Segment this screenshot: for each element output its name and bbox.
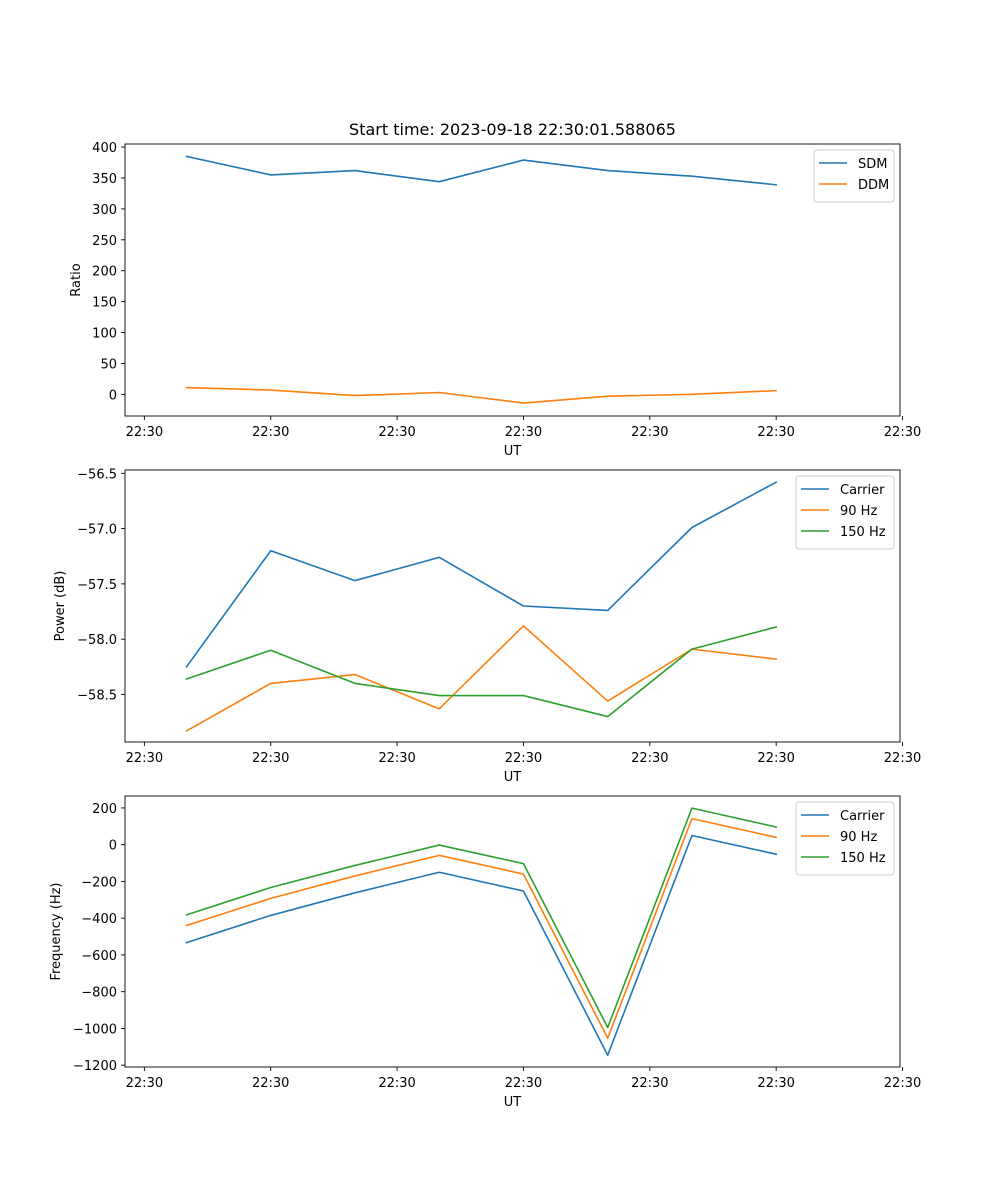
series-line-150-hz bbox=[185, 626, 778, 718]
y-tick-label: −57.5 bbox=[77, 578, 117, 593]
series-line-150-hz bbox=[185, 807, 778, 1029]
y-tick-label: −56.5 bbox=[77, 467, 117, 482]
y-tick-label: 200 bbox=[92, 802, 117, 817]
y-tick-label: 350 bbox=[92, 172, 117, 187]
x-tick-label: 22:30 bbox=[252, 1076, 289, 1091]
x-tick-label: 22:30 bbox=[126, 425, 163, 440]
series-line-carrier bbox=[185, 834, 778, 1057]
y-tick-label: 200 bbox=[92, 265, 117, 280]
x-tick-label: 22:30 bbox=[378, 751, 415, 766]
y-tick-label: −400 bbox=[81, 912, 117, 927]
series-line-ddm bbox=[185, 386, 778, 404]
legend-label: Carrier bbox=[840, 483, 885, 498]
y-tick-label: 150 bbox=[92, 296, 117, 311]
y-tick-label: −800 bbox=[81, 986, 117, 1001]
x-tick-label: 22:30 bbox=[505, 425, 542, 440]
legend: Carrier 90 Hz 150 Hz bbox=[795, 801, 895, 876]
x-axis-label: UT bbox=[504, 444, 522, 459]
chart-panel-2: 22:30 22:30 22:30 22:30 22:30 22:30 22:30 −58.5… bbox=[53, 467, 921, 785]
y-axis-label: Power (dB) bbox=[53, 571, 68, 642]
y-tick-label: 50 bbox=[100, 357, 117, 372]
axes-frame bbox=[124, 795, 901, 1068]
x-tick-label: 22:30 bbox=[631, 751, 668, 766]
x-tick-label: 22:30 bbox=[252, 751, 289, 766]
axes-frame bbox=[124, 469, 901, 743]
axes-frame bbox=[124, 143, 901, 417]
x-axis-label: UT bbox=[504, 770, 522, 785]
y-tick-label: −58.5 bbox=[77, 688, 117, 703]
y-tick-label: 0 bbox=[109, 839, 117, 854]
y-tick-label: 300 bbox=[92, 203, 117, 218]
chart-panel-1: Start time: 2023-09-18 22:30:01.588065 22… bbox=[69, 120, 921, 459]
x-tick-label: 22:30 bbox=[378, 1076, 415, 1091]
x-tick-label: 22:30 bbox=[757, 751, 794, 766]
x-tick-label: 22:30 bbox=[126, 751, 163, 766]
x-tick-label: 22:30 bbox=[884, 751, 921, 766]
x-tick-label: 22:30 bbox=[252, 425, 289, 440]
y-tick-label: −600 bbox=[81, 949, 117, 964]
x-tick-label: 22:30 bbox=[757, 425, 794, 440]
x-tick-label: 22:30 bbox=[505, 751, 542, 766]
legend-label: 150 Hz bbox=[840, 851, 886, 866]
y-tick-label: 0 bbox=[109, 388, 117, 403]
legend-label: 150 Hz bbox=[840, 525, 886, 540]
legend-label: DDM bbox=[858, 178, 889, 193]
series-line-90-hz bbox=[185, 817, 778, 1039]
x-tick-label: 22:30 bbox=[631, 1076, 668, 1091]
series-line-90-hz bbox=[185, 625, 778, 733]
chart-title: Start time: 2023-09-18 22:30:01.588065 bbox=[349, 120, 676, 139]
x-axis-label: UT bbox=[504, 1095, 522, 1110]
x-tick-label: 22:30 bbox=[884, 1076, 921, 1091]
x-tick-label: 22:30 bbox=[757, 1076, 794, 1091]
series-line-sdm bbox=[185, 155, 778, 186]
x-tick-label: 22:30 bbox=[505, 1076, 542, 1091]
y-axis-label: Ratio bbox=[69, 263, 84, 296]
y-tick-label: −58.0 bbox=[77, 633, 117, 648]
legend-label: 90 Hz bbox=[840, 830, 877, 845]
y-tick-label: −200 bbox=[81, 875, 117, 890]
y-tick-label: 250 bbox=[92, 234, 117, 249]
legend: Carrier 90 Hz 150 Hz bbox=[795, 475, 895, 550]
y-tick-label: −1000 bbox=[73, 1022, 117, 1037]
legend: SDM DDM bbox=[813, 149, 895, 203]
x-tick-label: 22:30 bbox=[884, 425, 921, 440]
legend-label: SDM bbox=[858, 157, 887, 172]
y-tick-label: 100 bbox=[92, 327, 117, 342]
x-tick-label: 22:30 bbox=[378, 425, 415, 440]
y-tick-label: 400 bbox=[92, 141, 117, 156]
legend-label: 90 Hz bbox=[840, 504, 877, 519]
series-line-carrier bbox=[185, 481, 778, 668]
y-tick-label: −57.0 bbox=[77, 523, 117, 538]
y-tick-label: −1200 bbox=[73, 1059, 117, 1074]
x-tick-label: 22:30 bbox=[126, 1076, 163, 1091]
y-axis-label: Frequency (Hz) bbox=[49, 882, 64, 980]
x-tick-label: 22:30 bbox=[631, 425, 668, 440]
legend-label: Carrier bbox=[840, 809, 885, 824]
chart-panel-3: 22:30 22:30 22:30 22:30 22:30 22:30 22:30 −1200… bbox=[49, 795, 921, 1110]
